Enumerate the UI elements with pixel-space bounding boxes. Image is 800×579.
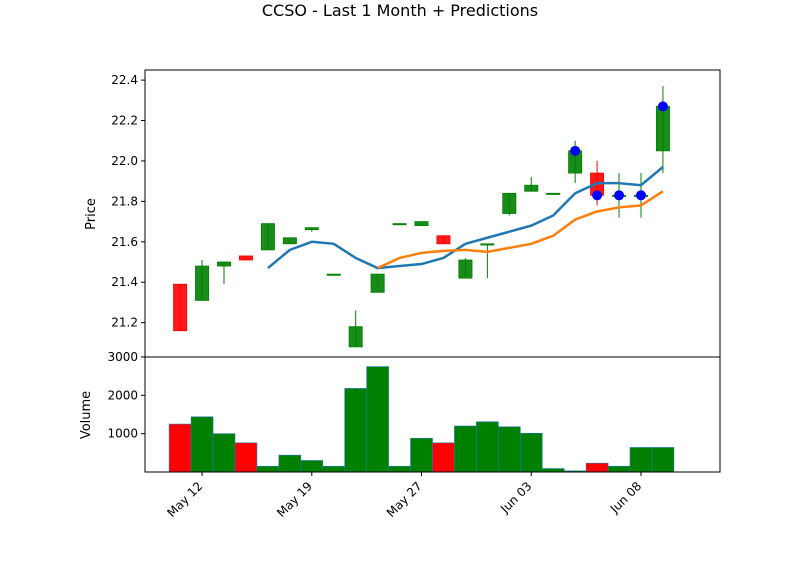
- volume-bar: [322, 465, 346, 473]
- candle-body: [370, 273, 385, 293]
- candle-body: [392, 223, 407, 226]
- series-line: [377, 190, 664, 270]
- candle-body: [414, 221, 429, 227]
- volume-bar: [519, 432, 543, 473]
- candle-body: [524, 184, 539, 192]
- volume-bar: [300, 460, 324, 473]
- volume-bar: [344, 388, 367, 473]
- candle-body: [282, 237, 297, 245]
- prediction-marker: [614, 190, 625, 201]
- volume-bar: [476, 421, 499, 473]
- volume-bar: [454, 425, 477, 473]
- x-tick-label: Jun 08: [607, 479, 644, 516]
- chart-marks: [168, 86, 675, 473]
- price-axis-label: Price: [84, 198, 99, 230]
- volume-tick-label: 2000: [107, 388, 138, 402]
- candle-body: [655, 105, 670, 152]
- volume-bar: [256, 465, 280, 473]
- volume-bar: [190, 416, 214, 473]
- price-tick-label: 22.4: [111, 73, 138, 87]
- chart-title: CCSO - Last 1 Month + Predictions: [262, 1, 538, 20]
- price-tick-label: 21.2: [111, 316, 138, 330]
- price-tick-label: 22.0: [111, 154, 138, 168]
- series-line: [267, 166, 664, 270]
- candle-body: [173, 283, 188, 332]
- volume-bar: [541, 468, 565, 473]
- prediction-marker: [570, 145, 581, 156]
- volume-bar: [278, 454, 302, 473]
- x-tick-label: Jun 03: [497, 479, 534, 516]
- x-tick-label: May 12: [164, 479, 205, 520]
- volume-bar: [168, 423, 192, 473]
- volume-bar: [498, 426, 521, 473]
- volume-bar: [410, 437, 433, 473]
- price-tick-label: 21.4: [111, 275, 138, 289]
- price-panel: 21.2 21.4 21.6 21.8 22.0 22.2 22.4: [111, 73, 145, 330]
- candle-body: [304, 227, 319, 231]
- x-tick-label: May 19: [274, 479, 315, 520]
- volume-axes-frame: [144, 356, 721, 473]
- candle-body: [480, 243, 495, 246]
- x-tick-label: May 27: [384, 479, 425, 520]
- candle-body: [238, 255, 253, 261]
- candle-body: [348, 326, 363, 348]
- axes-frame: [144, 69, 721, 473]
- prediction-marker: [657, 101, 668, 112]
- candle-body: [502, 192, 517, 214]
- volume-tick-label: 3000: [107, 350, 138, 364]
- prediction-marker: [635, 190, 646, 201]
- volume-bar: [629, 447, 653, 473]
- volume-bar: [651, 447, 675, 473]
- price-tick-label: 21.8: [111, 194, 138, 208]
- volume-bar: [585, 462, 609, 473]
- volume-bar: [388, 465, 411, 473]
- volume-bar: [366, 366, 389, 473]
- volume-tick-label: 1000: [107, 427, 138, 441]
- volume-axis-label: Volume: [79, 391, 94, 439]
- candle-body: [260, 223, 275, 251]
- volume-bar: [212, 433, 236, 473]
- candle-body: [326, 273, 341, 276]
- volume-bar: [432, 442, 455, 473]
- volume-bar: [234, 442, 258, 473]
- price-axes-frame: [144, 69, 721, 358]
- candle-body: [436, 235, 451, 245]
- price-tick-label: 21.6: [111, 235, 138, 249]
- candle-body: [458, 259, 473, 279]
- candle-body: [546, 192, 561, 195]
- price-tick-label: 22.2: [111, 114, 138, 128]
- candle-body: [195, 265, 210, 301]
- prediction-marker: [592, 190, 603, 201]
- volume-bar: [607, 465, 631, 473]
- candle-body: [217, 261, 231, 267]
